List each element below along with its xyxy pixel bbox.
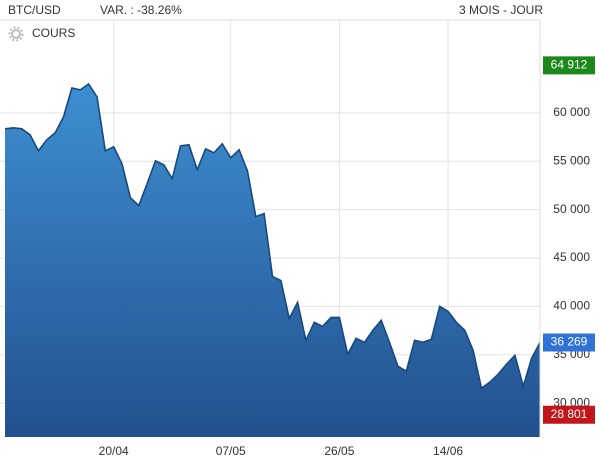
title: BTC/USD — [8, 3, 61, 17]
x-tick-label: 07/05 — [216, 444, 246, 458]
price-badge-label: 36 269 — [551, 335, 588, 349]
y-tick-label: 55 000 — [553, 153, 590, 167]
plot — [4, 82, 541, 437]
x-tick-label: 26/05 — [324, 444, 354, 458]
price-badge-label: 28 801 — [551, 407, 588, 421]
y-tick-label: 40 000 — [553, 299, 590, 313]
price-badge — [543, 56, 595, 75]
legend-label: COURS — [32, 26, 75, 40]
y-tick-label: 60 000 — [553, 105, 590, 119]
x-tick-label: 14/06 — [433, 444, 463, 458]
line — [4, 82, 541, 390]
price-badge-label: 64 912 — [551, 58, 588, 72]
gear-icon — [8, 26, 24, 42]
y-tick-label: 50 000 — [553, 202, 590, 216]
y-tick-label: 45 000 — [553, 250, 590, 264]
period: 3 MOIS - JOUR — [459, 3, 543, 17]
x-tick-label: 20/04 — [99, 444, 129, 458]
price-badge — [543, 333, 595, 352]
variation: VAR. : -38.26% — [100, 3, 182, 17]
area — [5, 84, 540, 437]
price-badge — [543, 405, 595, 424]
